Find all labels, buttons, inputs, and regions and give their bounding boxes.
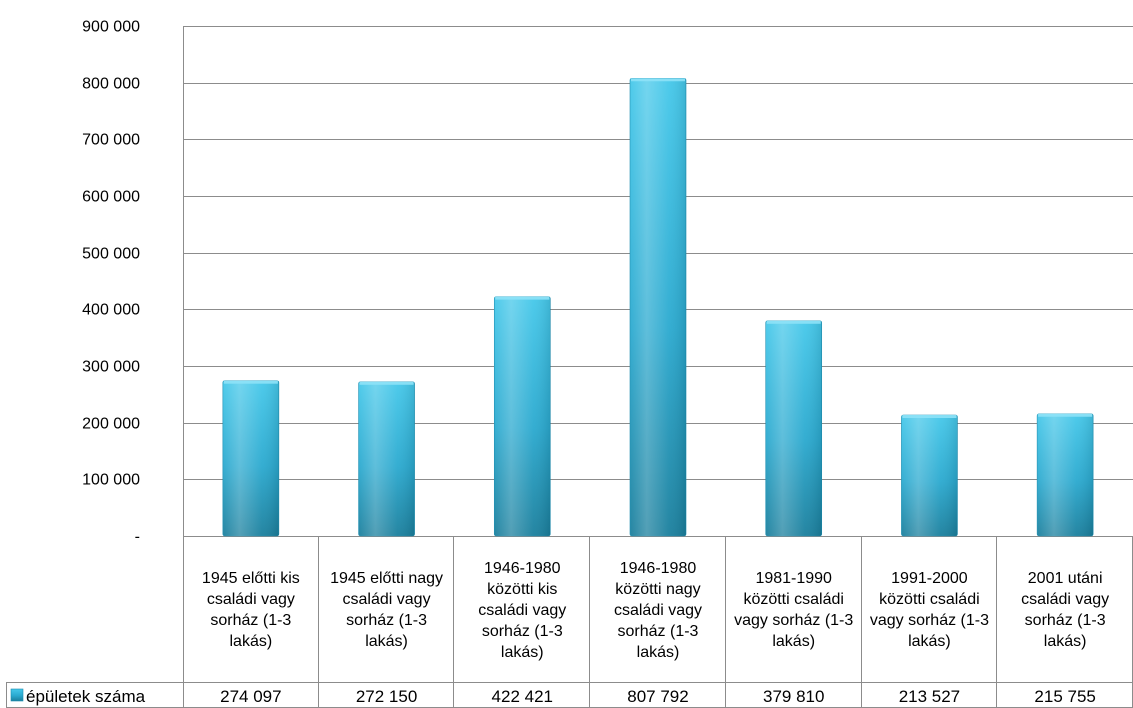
- bar-top-highlight: [1038, 413, 1093, 417]
- data-table: 1945 előtti kis családi vagy sorház (1-3…: [6, 536, 1133, 708]
- y-tick-label: 800 000: [82, 76, 140, 93]
- x-category-label: 1946-1980 közötti nagy családi vagy sorh…: [613, 559, 703, 661]
- y-tick-label: 900 000: [82, 19, 140, 36]
- legend-swatch: [10, 688, 24, 702]
- category-cell: 1991-2000 közötti családi vagy sorház (1…: [869, 570, 989, 650]
- data-value-label: 272 150: [356, 687, 417, 706]
- x-category-label: 1981-1990 közötti családi vagy sorház (1…: [734, 570, 854, 650]
- x-category-label: 1946-1980 közötti kis családi vagy sorhá…: [478, 559, 567, 661]
- category-cell: 1981-1990 közötti családi vagy sorház (1…: [734, 570, 854, 650]
- data-value-label: 274 097: [220, 687, 281, 706]
- bar-top-highlight: [902, 415, 957, 419]
- data-value-label: 213 527: [899, 687, 960, 706]
- x-category-label: 2001 utáni családi vagy sorház (1-3 laká…: [1021, 570, 1110, 650]
- y-tick-label: -: [135, 529, 140, 546]
- bar-top-highlight: [631, 78, 685, 82]
- bar-sheen: [630, 78, 686, 537]
- bar-sheen: [494, 296, 551, 536]
- y-tick-label: 400 000: [82, 302, 140, 319]
- category-cell: 1945 előtti kis családi vagy sorház (1-3…: [201, 570, 300, 650]
- data-value-label: 807 792: [627, 687, 688, 706]
- data-value-label: 422 421: [492, 687, 553, 706]
- y-tick-label: 700 000: [82, 132, 140, 149]
- y-tick-label: 100 000: [82, 472, 140, 489]
- bar-top-highlight: [359, 381, 414, 385]
- x-category-label: 1991-2000 közötti családi vagy sorház (1…: [869, 570, 989, 650]
- category-cell: 2001 utáni családi vagy sorház (1-3 laká…: [1021, 570, 1110, 650]
- x-category-label: 1945 előtti nagy családi vagy sorház (1-…: [330, 570, 444, 650]
- category-cell: 1946-1980 közötti nagy családi vagy sorh…: [613, 559, 703, 661]
- data-value-label: 215 755: [1034, 687, 1095, 706]
- bar-sheen: [901, 415, 958, 536]
- y-tick-label: 300 000: [82, 359, 140, 376]
- legend-series-name: épületek száma: [26, 687, 146, 706]
- bar-sheen: [765, 320, 822, 536]
- bars: [222, 77, 1094, 537]
- category-cell: 1945 előtti nagy családi vagy sorház (1-…: [330, 570, 444, 650]
- y-tick-label: 500 000: [82, 246, 140, 263]
- x-category-label: 1945 előtti kis családi vagy sorház (1-3…: [201, 570, 300, 650]
- category-cell: 1946-1980 közötti kis családi vagy sorhá…: [478, 559, 567, 661]
- y-axis-ticks: - 100 000 200 000 300 000 400 000 500 000 600 …: [82, 19, 140, 546]
- bar-sheen: [222, 380, 279, 536]
- data-value-label: 379 810: [763, 687, 824, 706]
- bar-top-highlight: [223, 380, 278, 384]
- bar-top-highlight: [766, 320, 821, 324]
- y-tick-label: 600 000: [82, 189, 140, 206]
- bar-sheen: [1037, 413, 1094, 536]
- bar-top-highlight: [495, 296, 550, 300]
- bar-sheen: [358, 381, 415, 536]
- y-tick-label: 200 000: [82, 416, 140, 433]
